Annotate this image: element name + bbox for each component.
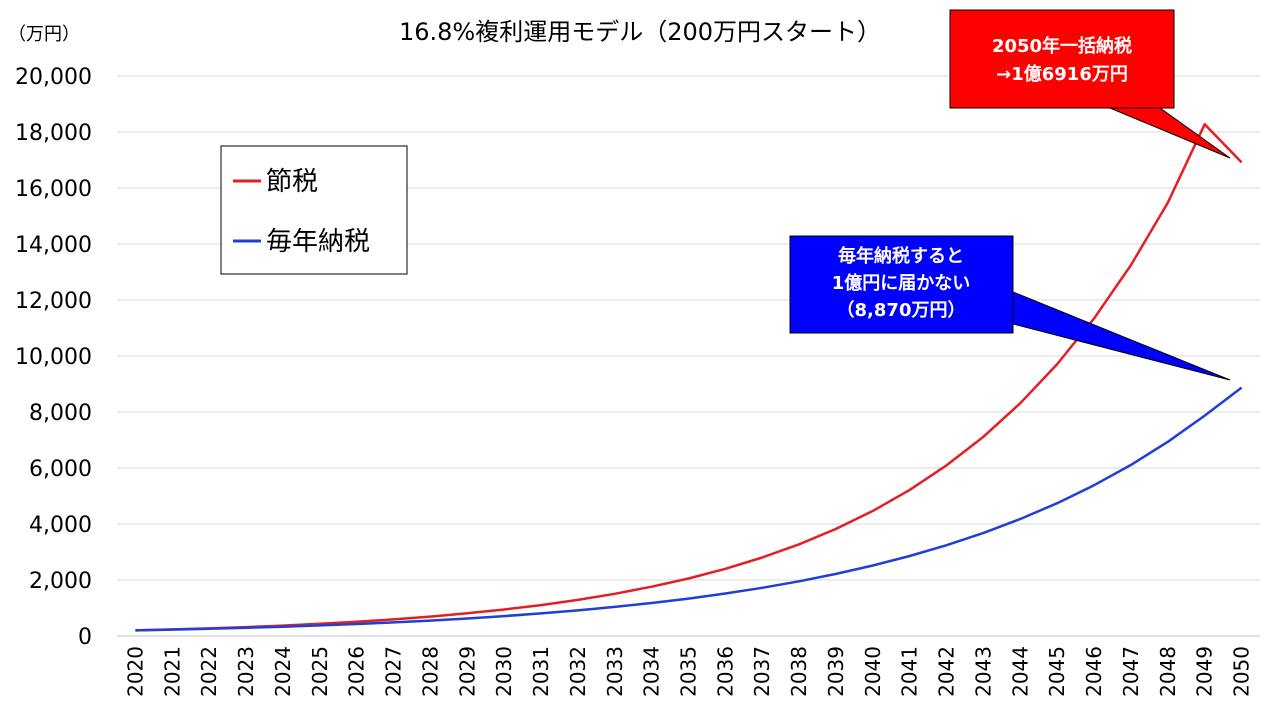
x-tick-label: 2040 (861, 646, 885, 697)
x-tick-label: 2038 (787, 646, 811, 697)
chart-title: 16.8%複利運用モデル（200万円スタート） (399, 18, 881, 46)
x-tick-label: 2030 (492, 646, 516, 697)
x-tick-label: 2036 (713, 646, 737, 697)
legend: 節税 毎年納税 (220, 145, 408, 275)
x-tick-label: 2025 (308, 646, 332, 697)
x-tick-label: 2045 (1045, 646, 1069, 697)
y-unit-label: （万円） (8, 24, 80, 45)
y-tick-label: 10,000 (15, 345, 92, 370)
x-tick-label: 2046 (1082, 646, 1106, 697)
x-tick-label: 2050 (1230, 646, 1254, 697)
callout-lump-sum-box (949, 9, 1175, 109)
y-axis-ticks: 0 2,000 4,000 6,000 8,000 10,000 12,000 14,000 1… (15, 65, 92, 650)
y-tick-label: 2,000 (29, 569, 92, 594)
x-tick-label: 2028 (418, 646, 442, 697)
callout-annual-tax-pointer (1012, 291, 1231, 381)
x-tick-label: 2029 (455, 646, 479, 697)
y-tick-label: 0 (78, 625, 92, 650)
y-tick-label: 18,000 (15, 121, 92, 146)
x-tick-label: 2037 (750, 646, 774, 697)
x-tick-label: 2039 (824, 646, 848, 697)
x-tick-label: 2048 (1156, 646, 1180, 697)
x-axis-ticks: 2020 2021 2022 2023 2024 2025 2026 2027 2028 2029… (123, 646, 1253, 697)
y-tick-label: 6,000 (29, 457, 92, 482)
x-tick-label: 2033 (603, 646, 627, 697)
x-tick-label: 2032 (566, 646, 590, 697)
y-tick-label: 16,000 (15, 177, 92, 202)
x-tick-label: 2023 (234, 646, 258, 697)
callout-annual-tax-line-2: 1億円に届かない (832, 272, 971, 294)
callout-annual-tax: 毎年納税すると 1億円に届かない （8,870万円） (789, 235, 1231, 381)
y-tick-label: 12,000 (15, 289, 92, 314)
x-tick-label: 2034 (640, 646, 664, 697)
callout-annual-tax-line-3: （8,870万円） (837, 300, 966, 321)
x-tick-label: 2042 (935, 646, 959, 697)
legend-label-maitoshi: 毎年納税 (266, 227, 370, 257)
x-tick-label: 2026 (345, 646, 369, 697)
callout-lump-sum-line-2: →1億6916万円 (996, 63, 1128, 85)
x-tick-label: 2020 (123, 646, 147, 697)
callout-lump-sum: 2050年一括納税 →1億6916万円 (949, 9, 1231, 159)
series-line-1 (135, 386, 1243, 632)
callout-annual-tax-line-1: 毎年納税すると (838, 245, 964, 267)
x-tick-label: 2027 (382, 646, 406, 697)
x-tick-label: 2024 (271, 646, 295, 697)
x-tick-label: 2049 (1193, 646, 1217, 697)
series-lines (135, 123, 1243, 632)
x-tick-label: 2031 (529, 646, 553, 697)
y-tick-label: 20,000 (15, 65, 92, 90)
y-tick-label: 4,000 (29, 513, 92, 538)
gridlines (117, 75, 1260, 637)
x-tick-label: 2041 (898, 646, 922, 697)
y-tick-label: 8,000 (29, 401, 92, 426)
x-tick-label: 2047 (1119, 646, 1143, 697)
x-tick-label: 2044 (1008, 646, 1032, 697)
series-line-0 (135, 123, 1243, 632)
legend-label-setsuzei: 節税 (266, 167, 318, 197)
x-tick-label: 2043 (971, 646, 995, 697)
callout-lump-sum-line-1: 2050年一括納税 (992, 35, 1132, 57)
x-tick-label: 2035 (677, 646, 701, 697)
legend-box (220, 145, 408, 275)
x-tick-label: 2022 (197, 646, 221, 697)
y-tick-label: 14,000 (15, 233, 92, 258)
callout-annual-tax-box (789, 235, 1014, 334)
x-tick-label: 2021 (160, 646, 184, 697)
